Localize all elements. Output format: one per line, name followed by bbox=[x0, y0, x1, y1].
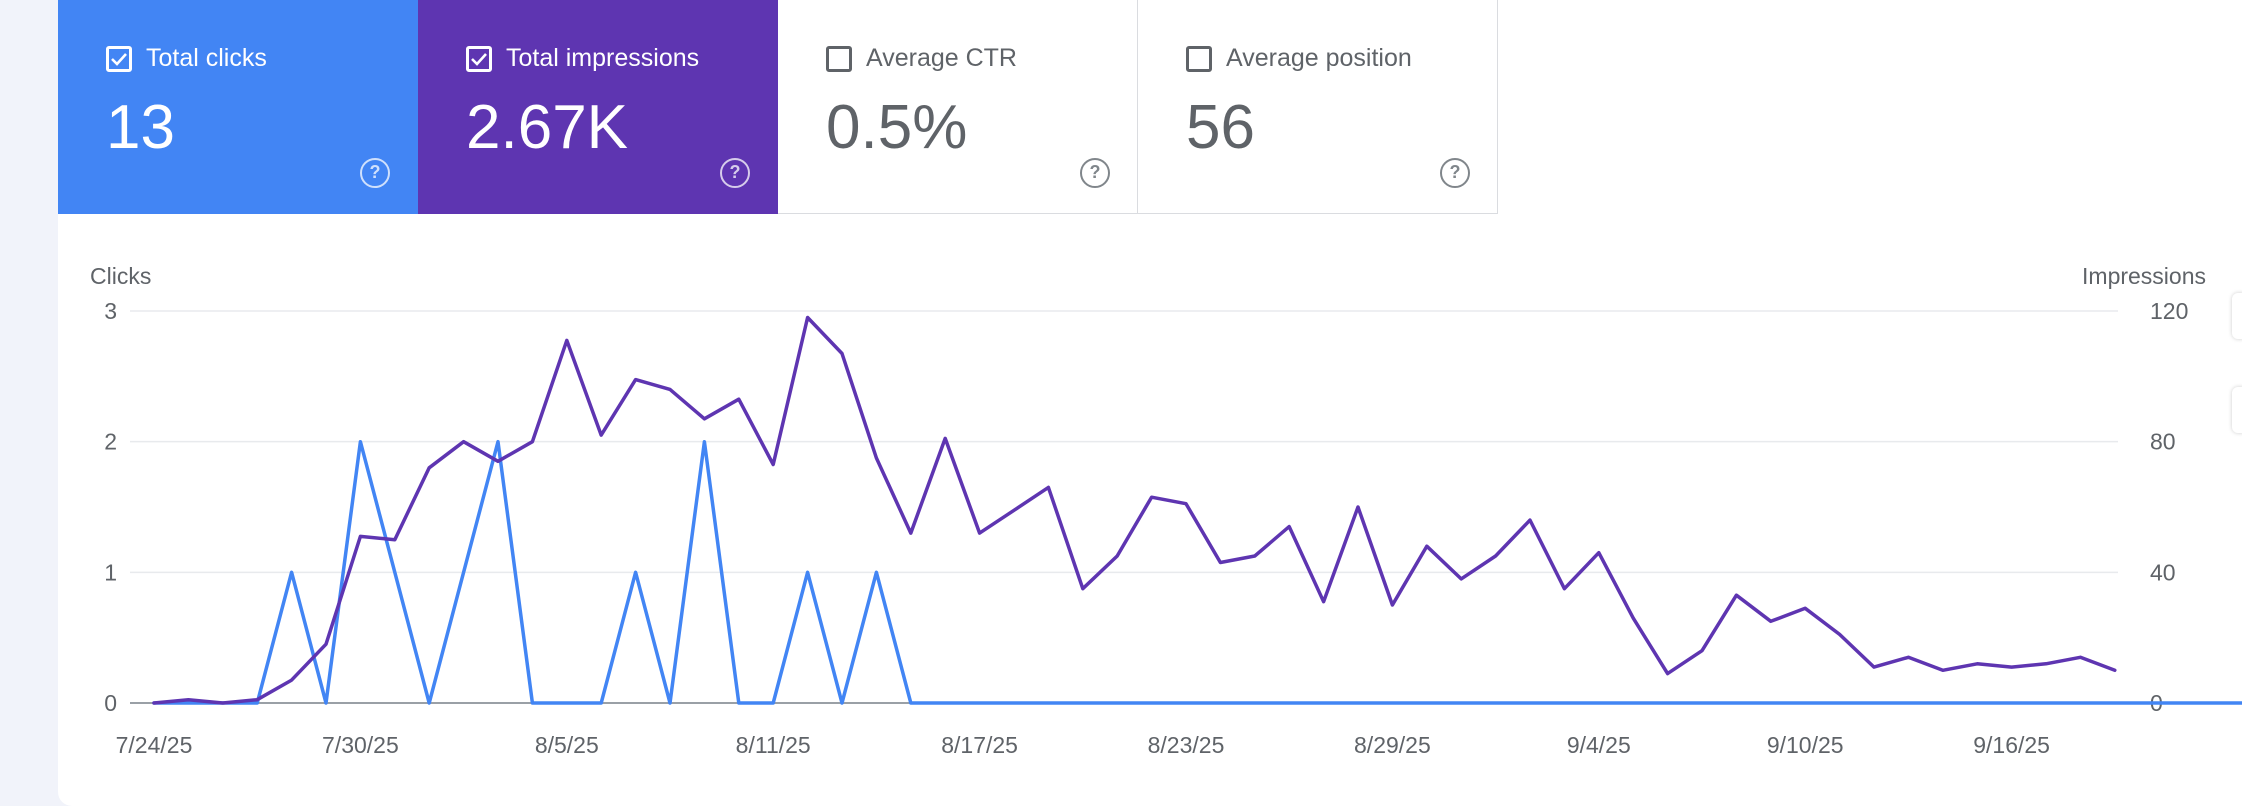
series-line-impressions bbox=[152, 315, 2117, 705]
checkbox-unchecked-icon[interactable] bbox=[1186, 46, 1212, 72]
left-axis-tick-label: 1 bbox=[104, 559, 117, 585]
x-axis-tick-label: 8/23/25 bbox=[1148, 732, 1225, 758]
metric-label: Total clicks bbox=[146, 44, 267, 72]
metric-cards: Total clicks 13 ? Total impressions 2.67… bbox=[58, 0, 1498, 214]
left-axis-title: Clicks bbox=[90, 263, 152, 289]
left-axis-tick-label: 2 bbox=[104, 429, 117, 455]
series-line-clicks bbox=[152, 439, 2242, 705]
help-icon[interactable]: ? bbox=[720, 158, 750, 188]
metric-label: Average CTR bbox=[866, 44, 1017, 72]
right-axis-tick-label: 40 bbox=[2150, 559, 2176, 585]
left-axis-tick-label: 3 bbox=[104, 298, 117, 324]
checkbox-unchecked-icon[interactable] bbox=[826, 46, 852, 72]
x-axis-tick-label: 8/29/25 bbox=[1354, 732, 1431, 758]
left-axis-tick-label: 0 bbox=[104, 690, 117, 716]
help-icon[interactable]: ? bbox=[1080, 158, 1110, 188]
metric-card-total-impressions[interactable]: Total impressions 2.67K ? bbox=[418, 0, 778, 214]
x-axis-tick-label: 8/11/25 bbox=[736, 732, 811, 758]
checkbox-checked-icon[interactable] bbox=[106, 46, 132, 72]
checkbox-checked-icon[interactable] bbox=[466, 46, 492, 72]
metric-label: Average position bbox=[1226, 44, 1412, 72]
right-axis-tick-label: 80 bbox=[2150, 429, 2176, 455]
side-handle[interactable] bbox=[2232, 293, 2242, 339]
metric-label: Total impressions bbox=[506, 44, 700, 72]
x-axis-tick-label: 9/4/25 bbox=[1567, 732, 1631, 758]
right-axis-tick-label: 120 bbox=[2150, 298, 2188, 324]
metric-value: 13 bbox=[106, 93, 175, 162]
metric-value: 56 bbox=[1186, 93, 1255, 162]
side-handle[interactable] bbox=[2232, 387, 2242, 433]
x-axis-tick-label: 9/16/25 bbox=[1973, 732, 2050, 758]
right-axis-title: Impressions bbox=[2082, 263, 2206, 289]
x-axis-tick-label: 7/24/25 bbox=[116, 732, 193, 758]
metric-card-average-position[interactable]: Average position 56 ? bbox=[1138, 0, 1498, 214]
metric-card-total-clicks[interactable]: Total clicks 13 ? bbox=[58, 0, 418, 214]
metric-value: 2.67K bbox=[466, 93, 629, 162]
metric-card-average-ctr[interactable]: Average CTR 0.5% ? bbox=[778, 0, 1138, 214]
x-axis-tick-label: 8/17/25 bbox=[941, 732, 1018, 758]
x-axis-tick-label: 7/30/25 bbox=[322, 732, 399, 758]
help-icon[interactable]: ? bbox=[1440, 158, 1470, 188]
help-icon[interactable]: ? bbox=[360, 158, 390, 188]
x-axis-tick-label: 8/5/25 bbox=[535, 732, 599, 758]
metric-value: 0.5% bbox=[826, 93, 968, 162]
x-axis-tick-label: 9/10/25 bbox=[1767, 732, 1844, 758]
